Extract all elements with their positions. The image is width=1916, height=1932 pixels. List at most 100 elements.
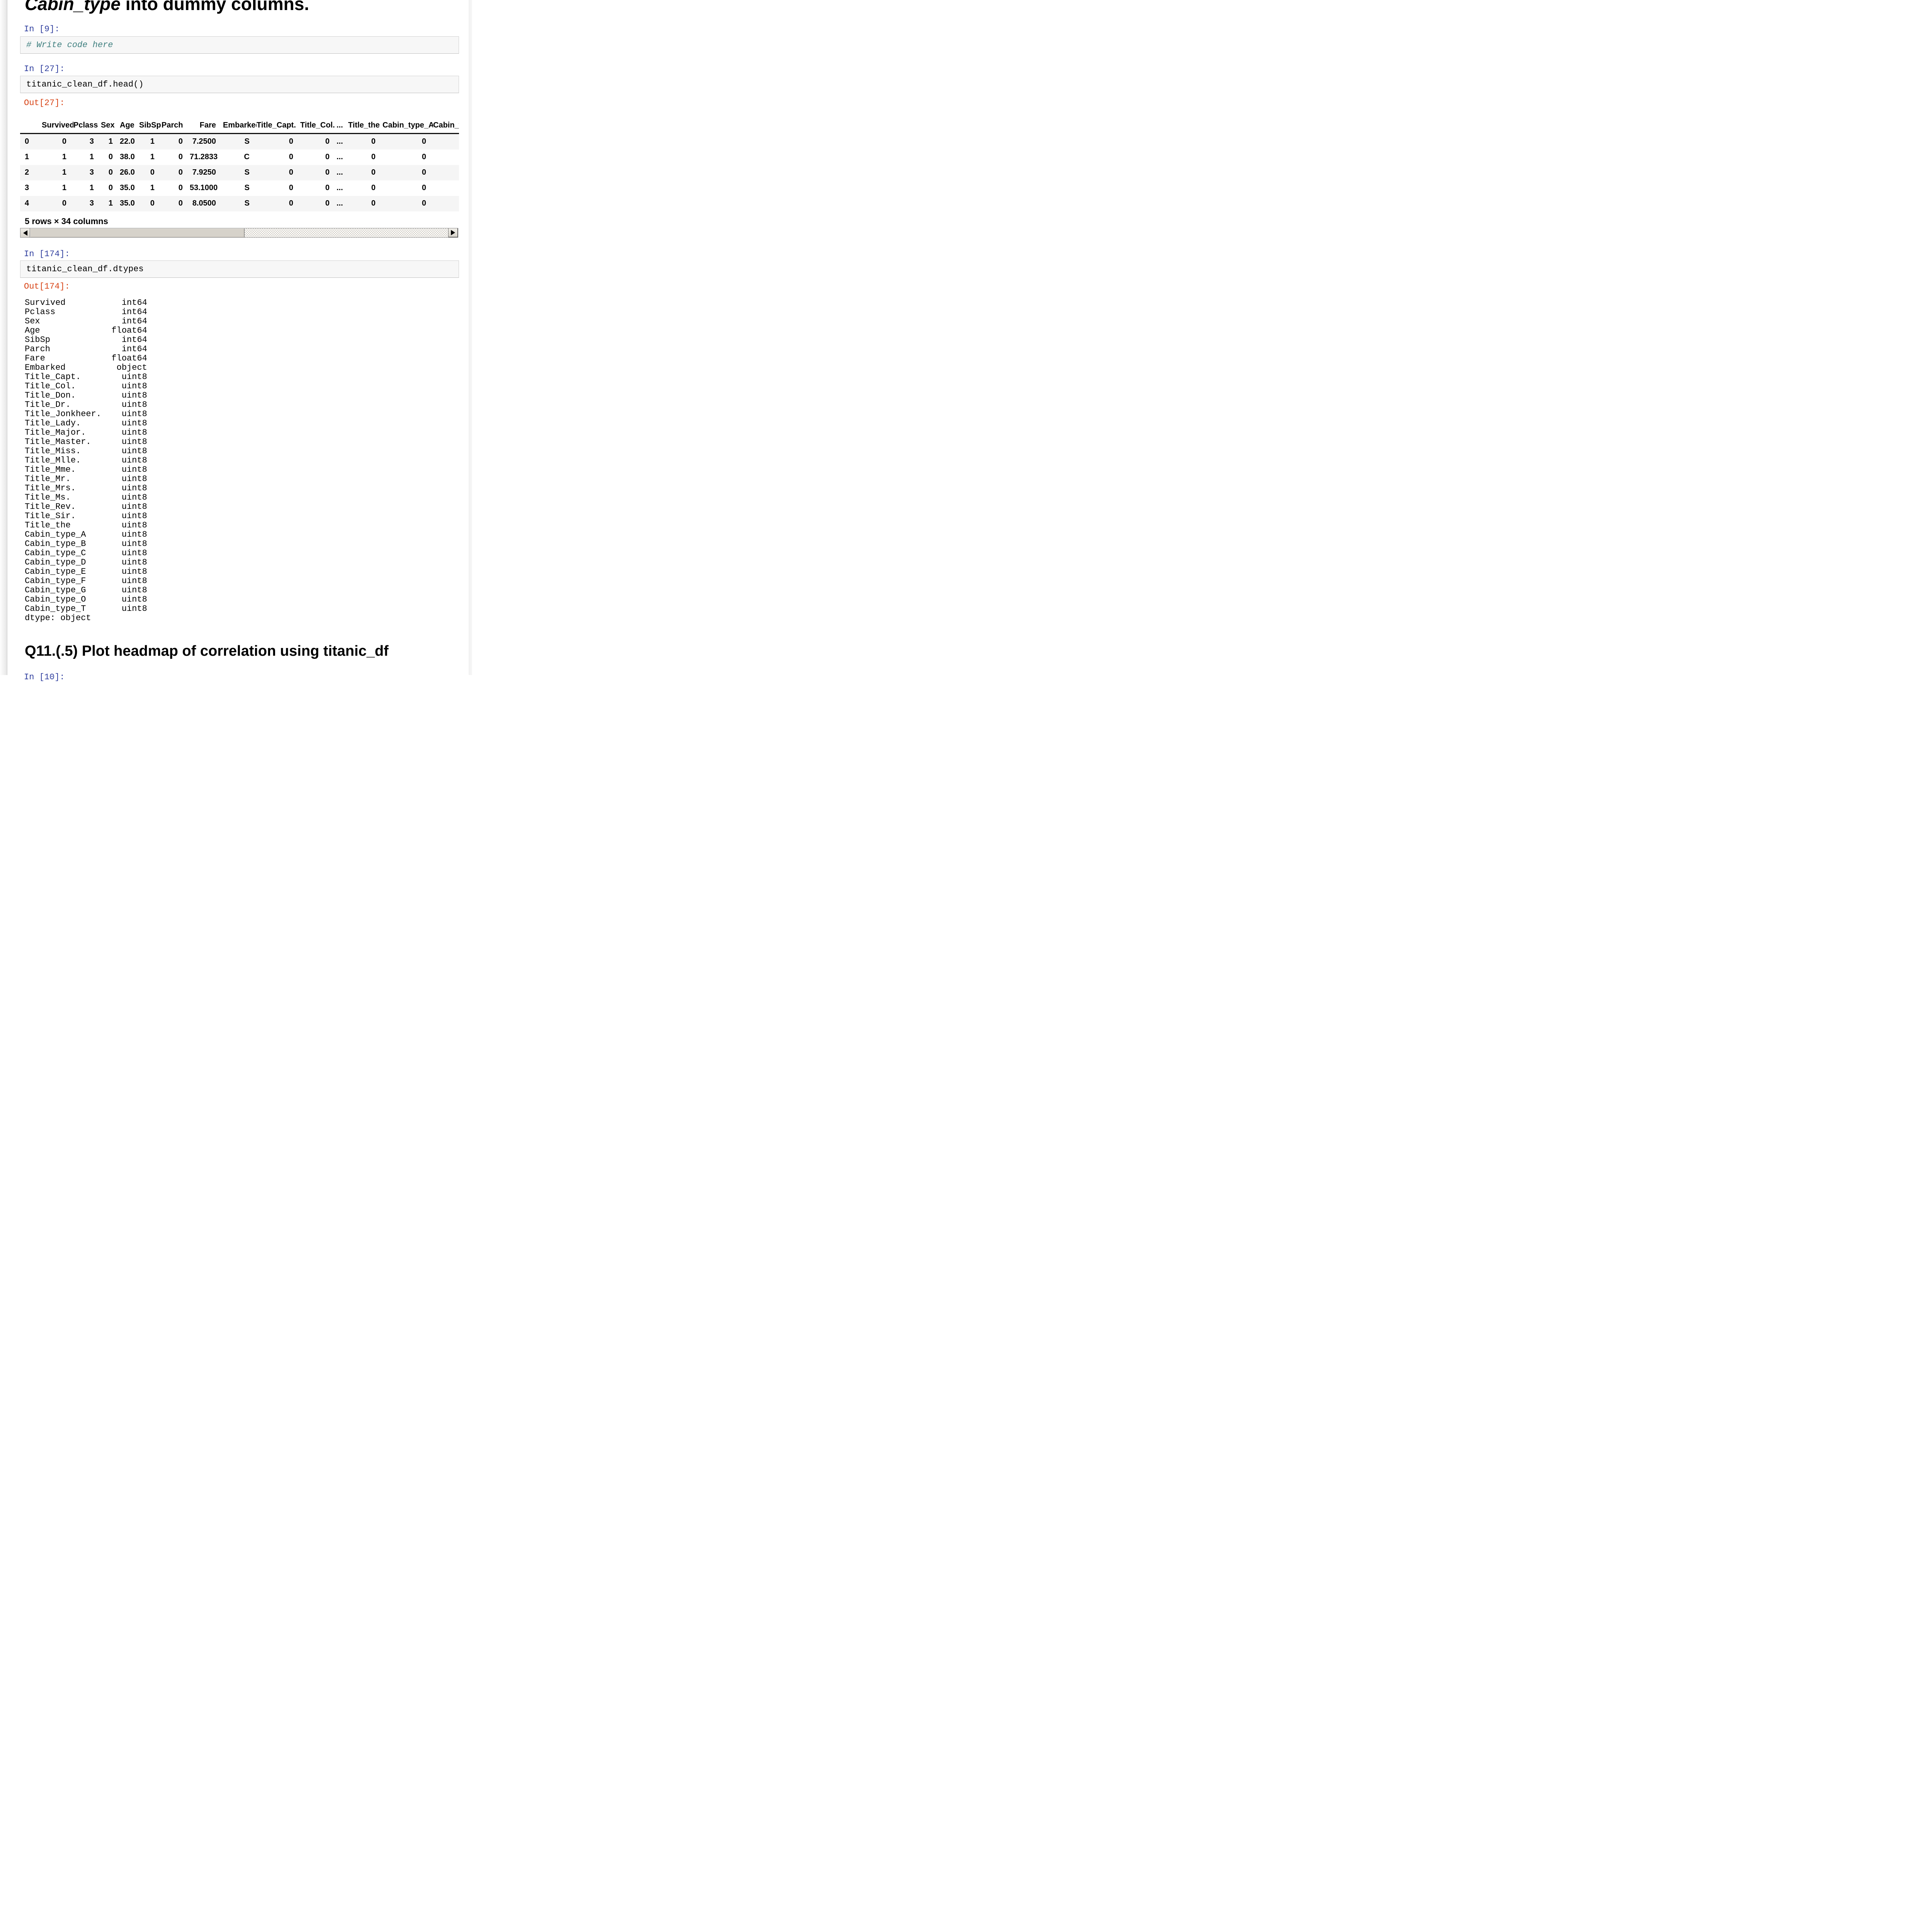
- table-cell: 0: [325, 199, 330, 207]
- table-cell: [433, 165, 459, 180]
- table-cell: 1: [150, 184, 155, 192]
- table-cell: [433, 134, 459, 150]
- table-cell: 0: [325, 168, 330, 177]
- table-cell: ...: [337, 153, 343, 161]
- table-cell: 0: [422, 137, 426, 146]
- table-cell: 0: [150, 199, 155, 207]
- table-cell: 0: [289, 184, 293, 192]
- input-prompt-174: In [174]:: [24, 249, 70, 259]
- table-cell: 1: [150, 137, 155, 146]
- table-cell: 1: [108, 137, 113, 146]
- table-cell: 7.9250: [192, 168, 216, 177]
- table-cell: 0: [178, 168, 183, 177]
- question-11-heading: Q11.(.5) Plot headmap of correlation usi…: [25, 643, 389, 659]
- table-cell: [433, 180, 459, 196]
- table-cell: 0: [422, 168, 426, 177]
- column-header: Sex: [101, 121, 115, 129]
- table-cell: 0: [289, 199, 293, 207]
- table-cell: 0: [178, 137, 183, 146]
- scroll-right-button[interactable]: [448, 228, 458, 237]
- scroll-right-arrow-icon: [451, 230, 455, 235]
- table-cell: 0: [108, 153, 113, 161]
- table-cell: 1: [62, 168, 66, 177]
- heading-rest-text: into dummy columns.: [120, 0, 309, 14]
- input-prompt-10-partial: In [10]:: [24, 672, 65, 682]
- table-cell: 0: [422, 199, 426, 207]
- row-index: 4: [25, 199, 29, 207]
- table-cell: 71.2833: [190, 153, 218, 161]
- table-cell: 0: [289, 137, 293, 146]
- code-cell-9[interactable]: # Write code here: [20, 36, 459, 54]
- table-cell: 0: [150, 168, 155, 177]
- table-cell: S: [244, 184, 250, 192]
- table-cell: 3: [89, 168, 94, 177]
- table-cell: 0: [289, 168, 293, 177]
- column-header: ...: [337, 121, 343, 129]
- table-cell: 0: [289, 153, 293, 161]
- table-cell: 0: [62, 137, 66, 146]
- table-cell: 1: [62, 153, 66, 161]
- table-row: 2 1 3 0 26.0 0 0 7.9250 S 0 0... 0 0: [20, 165, 459, 180]
- table-cell: ...: [337, 168, 343, 177]
- output-prompt-27: Out[27]:: [24, 98, 65, 108]
- column-header: Parch: [162, 121, 183, 129]
- output-prompt-174: Out[174]:: [24, 282, 70, 291]
- column-header: Title_Capt.: [257, 121, 296, 129]
- column-header: Cabin_type_A: [383, 121, 433, 129]
- table-row: 4 0 3 1 35.0 0 0 8.0500 S 0 0... 0 0: [20, 196, 459, 211]
- table-cell: 0: [371, 168, 376, 177]
- code-cell-174[interactable]: titanic_clean_df.dtypes: [20, 260, 459, 278]
- table-cell: 0: [325, 184, 330, 192]
- column-header: Age: [120, 121, 134, 129]
- section-heading-partial: Cabin_type into dummy columns.: [25, 0, 309, 15]
- column-header: Title_Col.: [300, 121, 335, 129]
- table-cell: 22.0: [120, 137, 135, 146]
- table-cell: ...: [337, 184, 343, 192]
- table-cell: [433, 196, 459, 211]
- table-row: 3 1 1 0 35.0 1 0 53.1000 S 0 0... 0 0: [20, 180, 459, 196]
- table-cell: 3: [89, 199, 94, 207]
- column-header: Title_the: [348, 121, 380, 129]
- code-text: titanic_clean_df.head(): [26, 80, 144, 89]
- table-cell: 38.0: [120, 153, 135, 161]
- table-cell: 0: [325, 153, 330, 161]
- table-cell: 35.0: [120, 184, 135, 192]
- table-cell: 0: [178, 184, 183, 192]
- table-cell: 0: [325, 137, 330, 146]
- row-index: 0: [25, 137, 29, 146]
- input-prompt-27: In [27]:: [24, 64, 65, 74]
- table-cell: 1: [89, 153, 94, 161]
- table-cell: ...: [337, 199, 343, 207]
- column-header: [20, 118, 42, 134]
- column-header: Pclass: [73, 121, 98, 129]
- column-header: Cabin_ty: [433, 121, 459, 129]
- column-header: Embarked: [223, 121, 257, 129]
- table-cell: 0: [371, 153, 376, 161]
- code-cell-27[interactable]: titanic_clean_df.head(): [20, 76, 459, 93]
- notebook-right-edge: [469, 0, 472, 675]
- scroll-left-arrow-icon: [23, 230, 27, 236]
- scroll-left-button[interactable]: [20, 228, 30, 237]
- table-cell: C: [244, 153, 250, 161]
- table-cell: 53.1000: [190, 184, 218, 192]
- table-cell: 0: [422, 153, 426, 161]
- table-cell: 0: [108, 168, 113, 177]
- table-cell: 1: [62, 184, 66, 192]
- table-cell: 0: [108, 184, 113, 192]
- scrollbar-thumb[interactable]: [30, 228, 245, 237]
- table-cell: 1: [89, 184, 94, 192]
- scrollbar-track[interactable]: [245, 228, 448, 237]
- table-cell: 3: [89, 137, 94, 146]
- table-cell: 26.0: [120, 168, 135, 177]
- table-cell: S: [244, 199, 250, 207]
- table-row: 1 1 1 0 38.0 1 0 71.2833 C 0 0... 0 0: [20, 150, 459, 165]
- table-cell: 0: [371, 137, 376, 146]
- table-cell: 1: [108, 199, 113, 207]
- table-cell: ...: [337, 137, 343, 146]
- code-text: titanic_clean_df.dtypes: [26, 264, 144, 274]
- table-cell: S: [244, 137, 250, 146]
- dataframe-table: Survived Pclass Sex Age SibSp Parch Fare Embark…: [20, 118, 459, 211]
- horizontal-scrollbar[interactable]: [20, 228, 458, 238]
- table-cell: 35.0: [120, 199, 135, 207]
- table-cell: 7.2500: [192, 137, 216, 146]
